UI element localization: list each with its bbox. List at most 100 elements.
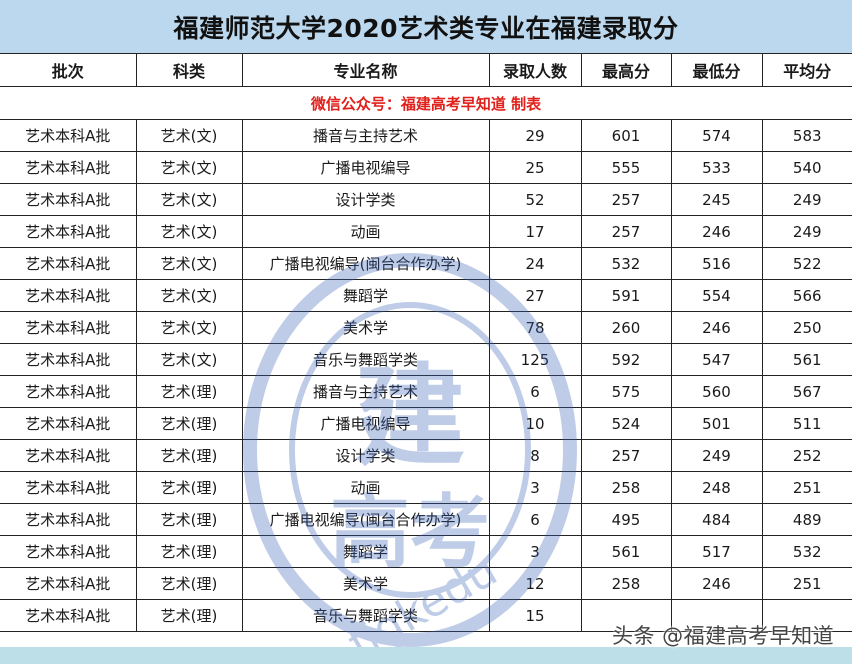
- cell-min-score: 554: [670, 279, 763, 312]
- cell-major: 设计学类: [241, 439, 490, 472]
- cell-admitted-count: 10: [488, 407, 582, 440]
- cell-max-score: 257: [580, 439, 672, 472]
- header-min-score: 最低分: [670, 53, 763, 87]
- cell-avg-score: 251: [761, 567, 852, 600]
- cell-avg-score: 567: [761, 375, 852, 408]
- cell-admitted-count: 24: [488, 247, 582, 280]
- cell-min-score: 245: [670, 183, 763, 216]
- cell-admitted-count: 17: [488, 215, 582, 248]
- cell-major: 音乐与舞蹈学类: [241, 343, 490, 376]
- cell-major: 广播电视编导(闽台合作办学): [241, 503, 490, 536]
- cell-major: 设计学类: [241, 183, 490, 216]
- cell-batch: 艺术本科A批: [0, 119, 137, 152]
- table-row: 艺术本科A批 艺术(理) 美术学 12 258 246 251: [0, 567, 852, 600]
- table-row: 艺术本科A批 艺术(文) 舞蹈学 27 591 554 566: [0, 279, 852, 312]
- cell-admitted-count: 29: [488, 119, 582, 152]
- cell-min-score: 516: [670, 247, 763, 280]
- cell-max-score: 561: [580, 535, 672, 568]
- cell-category: 艺术(理): [135, 599, 243, 632]
- cell-admitted-count: 8: [488, 439, 582, 472]
- cell-max-score: 258: [580, 567, 672, 600]
- cell-category: 艺术(理): [135, 535, 243, 568]
- cell-major: 美术学: [241, 311, 490, 344]
- cell-max-score: 592: [580, 343, 672, 376]
- cell-avg-score: 583: [761, 119, 852, 152]
- cell-batch: 艺术本科A批: [0, 439, 137, 472]
- cell-major: 广播电视编导: [241, 407, 490, 440]
- cell-avg-score: 566: [761, 279, 852, 312]
- cell-avg-score: 251: [761, 471, 852, 504]
- cell-major: 动画: [241, 471, 490, 504]
- cell-avg-score: 250: [761, 311, 852, 344]
- cell-min-score: 248: [670, 471, 763, 504]
- cell-batch: 艺术本科A批: [0, 343, 137, 376]
- cell-batch: 艺术本科A批: [0, 407, 137, 440]
- cell-max-score: 591: [580, 279, 672, 312]
- page-title: 福建师范大学2020艺术类专业在福建录取分: [0, 0, 852, 53]
- cell-avg-score: 252: [761, 439, 852, 472]
- cell-batch: 艺术本科A批: [0, 151, 137, 184]
- cell-major: 广播电视编导(闽台合作办学): [241, 247, 490, 280]
- credit-row: 微信公众号：福建高考早知道 制表: [0, 86, 852, 120]
- table-row: 艺术本科A批 艺术(理) 广播电视编导(闽台合作办学) 6 495 484 489: [0, 503, 852, 536]
- cell-major: 美术学: [241, 567, 490, 600]
- cell-min-score: 246: [670, 215, 763, 248]
- cell-avg-score: 532: [761, 535, 852, 568]
- cell-category: 艺术(理): [135, 439, 243, 472]
- cell-category: 艺术(理): [135, 375, 243, 408]
- cell-major: 舞蹈学: [241, 535, 490, 568]
- table-row: 艺术本科A批 艺术(理) 设计学类 8 257 249 252: [0, 439, 852, 472]
- cell-batch: 艺术本科A批: [0, 503, 137, 536]
- admission-score-table: 批次 科类 专业名称 录取人数 最高分 最低分 平均分 微信公众号：福建高考早知…: [0, 53, 852, 632]
- cell-category: 艺术(理): [135, 471, 243, 504]
- cell-batch: 艺术本科A批: [0, 375, 137, 408]
- cell-max-score: 555: [580, 151, 672, 184]
- cell-max-score: 257: [580, 183, 672, 216]
- table-row: 艺术本科A批 艺术(理) 播音与主持艺术 6 575 560 567: [0, 375, 852, 408]
- cell-batch: 艺术本科A批: [0, 247, 137, 280]
- cell-batch: 艺术本科A批: [0, 311, 137, 344]
- cell-major: 广播电视编导: [241, 151, 490, 184]
- cell-major: 播音与主持艺术: [241, 119, 490, 152]
- table-row: 艺术本科A批 艺术(理) 动画 3 258 248 251: [0, 471, 852, 504]
- cell-batch: 艺术本科A批: [0, 535, 137, 568]
- cell-max-score: 575: [580, 375, 672, 408]
- table-row: 艺术本科A批 艺术(文) 播音与主持艺术 29 601 574 583: [0, 119, 852, 152]
- cell-category: 艺术(理): [135, 407, 243, 440]
- cell-min-score: 517: [670, 535, 763, 568]
- cell-min-score: 246: [670, 311, 763, 344]
- table-row: 艺术本科A批 艺术(文) 动画 17 257 246 249: [0, 215, 852, 248]
- cell-avg-score: 511: [761, 407, 852, 440]
- cell-min-score: [670, 599, 763, 632]
- cell-admitted-count: 125: [488, 343, 582, 376]
- cell-max-score: 257: [580, 215, 672, 248]
- cell-admitted-count: 27: [488, 279, 582, 312]
- header-batch: 批次: [0, 53, 137, 87]
- cell-category: 艺术(理): [135, 567, 243, 600]
- cell-batch: 艺术本科A批: [0, 471, 137, 504]
- cell-min-score: 560: [670, 375, 763, 408]
- cell-category: 艺术(文): [135, 279, 243, 312]
- cell-max-score: 524: [580, 407, 672, 440]
- cell-min-score: 533: [670, 151, 763, 184]
- table-row: 艺术本科A批 艺术(文) 广播电视编导(闽台合作办学) 24 532 516 522: [0, 247, 852, 280]
- table-row: 艺术本科A批 艺术(理) 舞蹈学 3 561 517 532: [0, 535, 852, 568]
- cell-max-score: 495: [580, 503, 672, 536]
- cell-major: 舞蹈学: [241, 279, 490, 312]
- cell-admitted-count: 3: [488, 471, 582, 504]
- cell-admitted-count: 6: [488, 503, 582, 536]
- cell-admitted-count: 78: [488, 311, 582, 344]
- cell-min-score: 249: [670, 439, 763, 472]
- table-row: 艺术本科A批 艺术(理) 广播电视编导 10 524 501 511: [0, 407, 852, 440]
- cell-category: 艺术(文): [135, 183, 243, 216]
- header-avg-score: 平均分: [761, 53, 852, 87]
- cell-avg-score: 561: [761, 343, 852, 376]
- cell-category: 艺术(文): [135, 343, 243, 376]
- cell-avg-score: [761, 599, 852, 632]
- cell-max-score: 260: [580, 311, 672, 344]
- header-admitted-count: 录取人数: [488, 53, 582, 87]
- bottom-band: [0, 647, 852, 664]
- cell-min-score: 246: [670, 567, 763, 600]
- header-category: 科类: [135, 53, 243, 87]
- cell-admitted-count: 12: [488, 567, 582, 600]
